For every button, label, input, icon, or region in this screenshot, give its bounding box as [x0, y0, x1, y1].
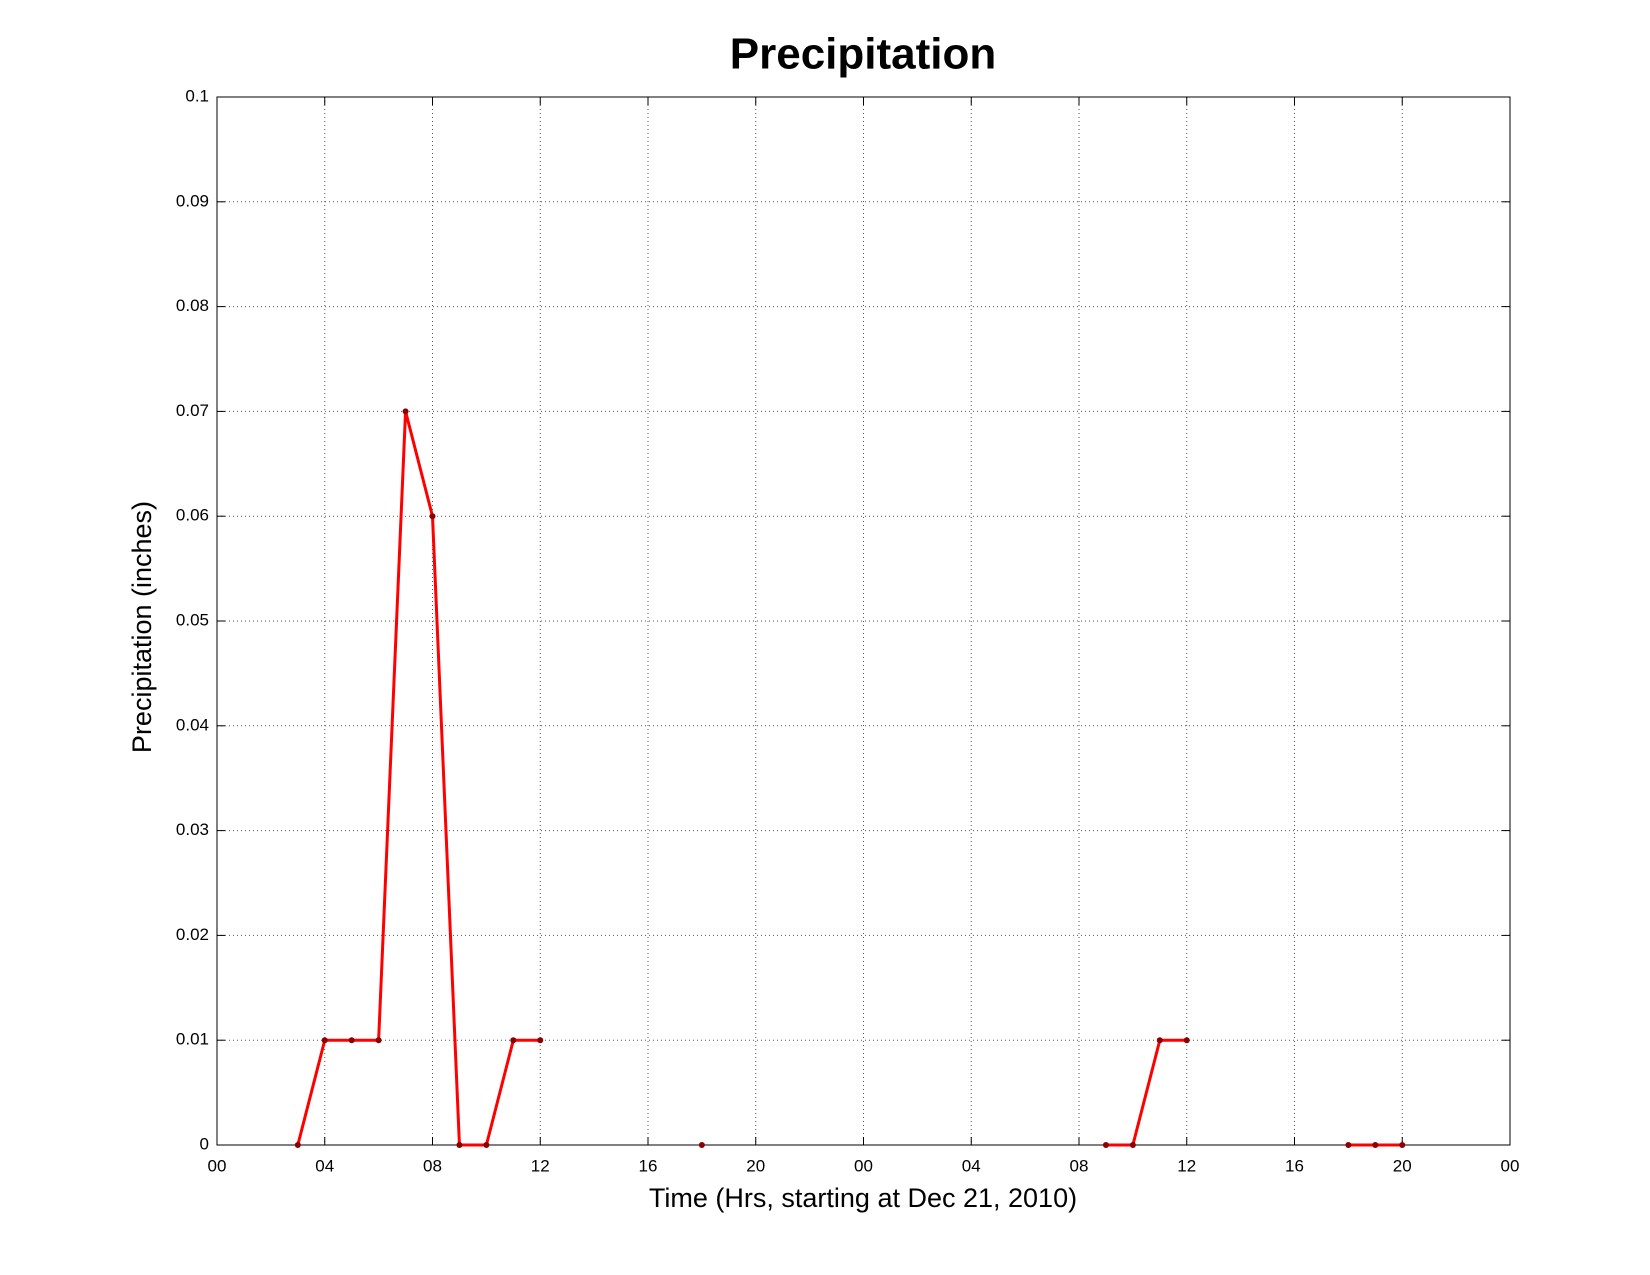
- data-point: [1399, 1142, 1406, 1148]
- x-tick-label: 16: [639, 1156, 658, 1175]
- data-point: [1129, 1142, 1136, 1148]
- data-point: [321, 1037, 328, 1044]
- data-point: [402, 408, 409, 415]
- x-tick-label: 00: [1501, 1156, 1520, 1175]
- data-point: [483, 1142, 490, 1148]
- y-tick-label: 0.02: [176, 925, 209, 944]
- data-point: [1102, 1142, 1109, 1148]
- data-point: [698, 1142, 705, 1148]
- x-tick-label: 20: [1393, 1156, 1412, 1175]
- x-tick-label: 16: [1285, 1156, 1304, 1175]
- x-tick-label: 00: [208, 1156, 227, 1175]
- y-tick-label: 0.07: [176, 401, 209, 420]
- y-tick-label: 0.03: [176, 820, 209, 839]
- data-point: [537, 1037, 544, 1044]
- data-point: [294, 1142, 301, 1148]
- x-tick-label: 08: [1070, 1156, 1089, 1175]
- y-axis-label: Precipitation (inches): [127, 501, 157, 753]
- y-tick-label: 0: [200, 1134, 209, 1153]
- y-tick-label: 0.05: [176, 610, 209, 629]
- data-point: [1183, 1037, 1190, 1044]
- data-point: [348, 1037, 355, 1044]
- data-point: [1156, 1037, 1163, 1044]
- x-tick-label: 04: [315, 1156, 334, 1175]
- data-point: [429, 513, 436, 520]
- x-tick-label: 12: [531, 1156, 550, 1175]
- x-axis-label: Time (Hrs, starting at Dec 21, 2010): [649, 1183, 1077, 1213]
- y-tick-label: 0.06: [176, 506, 209, 525]
- y-tick-label: 0.04: [176, 715, 209, 734]
- x-tick-label: 12: [1177, 1156, 1196, 1175]
- y-tick-label: 0.01: [176, 1030, 209, 1049]
- x-tick-label: 04: [962, 1156, 981, 1175]
- x-tick-label: 20: [746, 1156, 765, 1175]
- y-tick-label: 0.08: [176, 296, 209, 315]
- data-point: [456, 1142, 463, 1148]
- data-point: [1372, 1142, 1379, 1148]
- data-point: [375, 1037, 382, 1044]
- data-point: [510, 1037, 517, 1044]
- y-tick-label: 0.1: [185, 86, 209, 105]
- x-tick-label: 08: [423, 1156, 442, 1175]
- x-tick-label: 00: [854, 1156, 873, 1175]
- chart-title: Precipitation: [730, 30, 997, 79]
- plot-frame: [216, 96, 1511, 1146]
- y-tick-label: 0.09: [176, 191, 209, 210]
- data-point: [1345, 1142, 1352, 1148]
